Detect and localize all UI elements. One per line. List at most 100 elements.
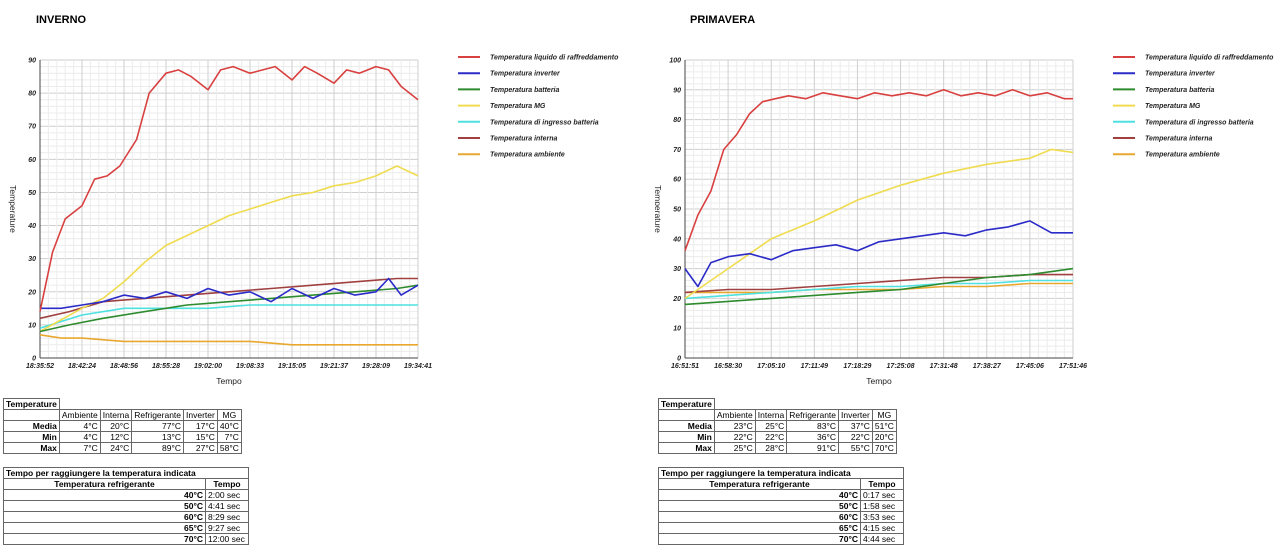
stats-cell: 27°C: [183, 442, 218, 454]
x-tick-label: 19:28:09: [362, 363, 390, 370]
stats-cell: 4°C: [58, 431, 101, 443]
stats-cell: 22°C: [754, 431, 788, 443]
stats-cell: 36°C: [786, 431, 840, 443]
stats-cell: 20°C: [871, 431, 897, 443]
time-temp: 50°C: [3, 500, 206, 512]
time-temp: 40°C: [658, 489, 861, 501]
series-line-mg: [684, 148, 1074, 300]
time-header: Temperatura refrigerante: [658, 478, 861, 490]
stats-row-label: Media: [3, 420, 60, 432]
stats-header: Inverter: [838, 409, 873, 421]
series-line-inverter: [40, 277, 419, 310]
stats-header-row: Ambiente Interna Refrigerante Inverter M…: [3, 409, 242, 421]
x-tick-label: 17:05:10: [757, 363, 785, 370]
x-tick-label: 18:42:24: [68, 363, 96, 370]
time-title: Tempo per raggiungere la temperatura ind…: [3, 467, 249, 479]
x-tick-label: 19:02:00: [194, 363, 222, 370]
stats-header: MG: [871, 409, 897, 421]
stats-cell: 51°C: [871, 420, 897, 432]
stats-title: Temperature: [3, 398, 60, 410]
stats-row: Min 22°C 22°C 36°C 22°C 20°C: [658, 431, 897, 443]
x-tick-label: 16:51:51: [671, 363, 699, 370]
y-tick-label: 40: [672, 236, 681, 243]
y-tick-label: 90: [28, 58, 36, 65]
series-group: [684, 89, 1074, 306]
grid: [684, 59, 1074, 359]
y-tick-label: 10: [673, 326, 681, 333]
y-axis-label: Temperature: [8, 185, 18, 233]
season-title: INVERNO: [36, 14, 87, 26]
stats-header: Interna: [754, 409, 788, 421]
x-axis-label: Tempo: [866, 376, 892, 386]
series-line-coolant: [39, 65, 419, 312]
time-header: Tempo: [860, 478, 904, 490]
time-row: 40°C 2:00 sec: [3, 489, 249, 501]
y-tick-label: 100: [669, 58, 681, 65]
legend-label: Temperatura di ingresso batteria: [1145, 119, 1254, 126]
time-value: 4:44 sec: [860, 533, 904, 545]
time-value: 0:17 sec: [860, 489, 904, 501]
legend: Temperatura liquido di raffreddamento Tem…: [1113, 55, 1274, 159]
series-line-interior: [39, 277, 418, 320]
time-title: Tempo per raggiungere la temperatura ind…: [658, 467, 904, 479]
x-tick-label: 17:25:08: [887, 363, 915, 370]
stats-cell: 83°C: [786, 420, 840, 432]
series-line-battery_in: [39, 304, 418, 329]
y-tick-label: 50: [28, 190, 36, 197]
time-value: 9:27 sec: [205, 522, 249, 534]
time-table: Tempo per raggiungere la temperatura ind…: [3, 467, 249, 545]
time-temp: 40°C: [3, 489, 206, 501]
stats-header: Ambiente: [58, 409, 101, 421]
legend-label: Temperatura di ingresso batteria: [490, 119, 599, 126]
y-tick-label: 70: [673, 147, 681, 154]
stats-title: Temperature: [658, 398, 715, 410]
series-line-battery: [684, 267, 1074, 306]
series-line-coolant: [684, 89, 1073, 251]
y-tick-label: 60: [28, 157, 36, 164]
series-group: [39, 65, 419, 346]
y-tick-label: 80: [28, 91, 36, 98]
stats-cell: 25°C: [754, 420, 788, 432]
time-row: 70°C 12:00 sec: [3, 533, 249, 545]
y-tick-label: 20: [27, 289, 36, 296]
legend-label: Temperatura liquido di raffreddamento: [490, 55, 619, 62]
x-tick-label: 17:38:27: [973, 363, 1002, 370]
series-line-inverter: [684, 220, 1073, 288]
panel-primavera: PRIMAVERA 0 10 20 30 40 50 60 70 80 90 100 16:51:51…: [655, 0, 1280, 555]
stats-cell: 20°C: [99, 420, 133, 432]
time-row: 60°C 8:29 sec: [3, 511, 249, 523]
stats-cell: 28°C: [754, 442, 788, 454]
time-temp: 70°C: [3, 533, 206, 545]
stats-header: Refrigerante: [131, 409, 185, 421]
x-tick-label: 18:55:28: [152, 363, 180, 370]
legend-label: Temperatura inverter: [1145, 71, 1216, 78]
time-row: 40°C 0:17 sec: [658, 489, 904, 501]
x-tick-label: 17:18:29: [843, 363, 871, 370]
y-tick-label: 0: [32, 356, 36, 363]
legend-label: Temperatura interna: [1145, 136, 1213, 143]
panel-inverno: INVERNO 0 10 20 30 40 50 60 70 80 90 18:35:52 18:42…: [3, 14, 619, 545]
time-header-row: Temperatura refrigerante Tempo: [658, 478, 904, 490]
stats-cell: 70°C: [871, 442, 897, 454]
time-value: 4:41 sec: [205, 500, 249, 512]
stats-cell: 25°C: [713, 442, 756, 454]
stats-cell: 4°C: [58, 420, 101, 432]
stats-row: Media 4°C 20°C 77°C 17°C 40°C: [3, 420, 242, 432]
stats-row: Max 25°C 28°C 91°C 55°C 70°C: [658, 442, 897, 454]
series-line-mg: [39, 165, 419, 333]
time-header-row: Temperatura refrigerante Tempo: [3, 478, 249, 490]
stats-cell: 23°C: [713, 420, 756, 432]
time-row: 65°C 9:27 sec: [3, 522, 249, 534]
stats-header: Ambiente: [713, 409, 756, 421]
stats-row-label: Min: [3, 431, 60, 443]
time-temp: 50°C: [658, 500, 861, 512]
legend-label: Temperatura batteria: [490, 87, 559, 94]
legend-label: Temperatura batteria: [1145, 87, 1214, 94]
x-tick-label: 16:58:30: [714, 363, 742, 370]
chart-inverno: 0 10 20 30 40 50 60 70 80 90 18:35:52 18:42:24 18:48…: [8, 55, 619, 387]
series-line-ambient: [39, 334, 418, 346]
legend-label: Temperatura ambiente: [1145, 152, 1220, 159]
stats-cell: 40°C: [216, 420, 242, 432]
stats-header: Inverter: [183, 409, 218, 421]
legend-label: Temperatura inverter: [490, 71, 561, 78]
